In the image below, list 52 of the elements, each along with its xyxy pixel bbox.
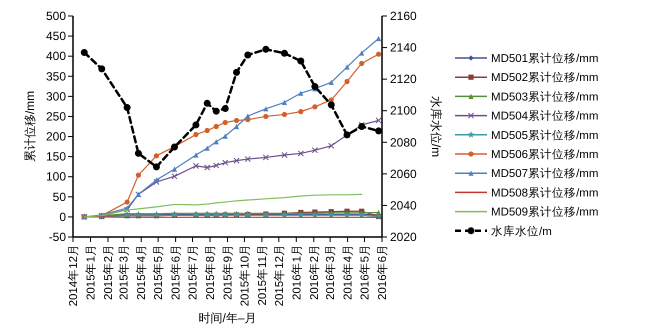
y-tick-label: 300	[46, 89, 66, 104]
x-tick-label: 2015年9月	[222, 244, 234, 300]
legend-label: 水库水位/m	[491, 224, 552, 238]
y-axis-title: 累计位移/mm	[23, 90, 37, 162]
x-axis-title: 时间/年–月	[198, 311, 257, 325]
y2-tick-label: 2080	[390, 135, 418, 150]
y2-tick-label: 2160	[390, 9, 418, 23]
y-tick-label: 150	[46, 150, 66, 164]
y-tick-label: 350	[46, 69, 66, 84]
legend-label: MD504累计位移/mm	[491, 110, 598, 123]
x-tick-label: 2016年4月	[342, 244, 355, 300]
x-tick-label: 2016年1月	[290, 244, 304, 300]
legend-label: MD507累计位移/mm	[491, 167, 598, 180]
y2-tick-label: 2060	[390, 166, 418, 181]
x-tick-label: 2015年10月	[238, 244, 252, 306]
y-tick-label: 50	[52, 190, 66, 204]
y2-tick-label: 2020	[390, 230, 418, 244]
x-tick-label: 2015年4月	[135, 244, 148, 300]
y-tick-label: 200	[46, 130, 66, 144]
x-tick-label: 2015年12月	[272, 244, 286, 306]
x-tick-label: 2015年2月	[102, 244, 115, 300]
legend-label: MD505累计位移/mm	[491, 128, 598, 142]
x-tick-label: 2015年6月	[170, 244, 183, 300]
x-tick-label: 2015年5月	[152, 244, 166, 300]
x-tick-label: 2016年5月	[358, 244, 372, 300]
y-tick-label: 400	[46, 49, 66, 64]
x-tick-label: 2015年7月	[186, 244, 200, 300]
y2-tick-label: 2140	[390, 40, 418, 55]
legend-label: MD506累计位移/mm	[491, 148, 598, 161]
x-tick-label: 2015年1月	[84, 244, 98, 300]
x-tick-label: 2016年3月	[324, 244, 338, 300]
x-tick-label: 2015年11月	[256, 244, 269, 306]
y2-axis-title: 水库水位/m	[429, 96, 443, 158]
legend-label: MD509累计位移/mm	[491, 206, 598, 219]
legend-label: MD502累计位移/mm	[491, 71, 598, 84]
y-tick-label: -50	[48, 230, 66, 244]
y2-tick-label: 2100	[390, 104, 418, 118]
y-tick-label: 500	[46, 9, 66, 23]
x-tick-label: 2016年2月	[308, 244, 321, 300]
legend-label: MD501累计位移/mm	[491, 52, 598, 65]
y2-tick-label: 2040	[390, 198, 418, 212]
y-tick-label: 450	[46, 29, 66, 44]
y-tick-label: 0	[59, 210, 66, 224]
x-tick-label: 2015年8月	[204, 244, 218, 300]
x-tick-label: 2015年3月	[118, 244, 131, 300]
legend-label: MD508累计位移/mm	[491, 186, 598, 200]
y-tick-label: 100	[46, 170, 66, 184]
legend-label: MD503累计位移/mm	[491, 90, 598, 104]
y-tick-label: 250	[46, 109, 66, 124]
y2-tick-label: 2120	[390, 72, 418, 86]
x-tick-label: 2016年6月	[376, 244, 389, 300]
x-tick-label: 2014年12月	[67, 244, 80, 306]
